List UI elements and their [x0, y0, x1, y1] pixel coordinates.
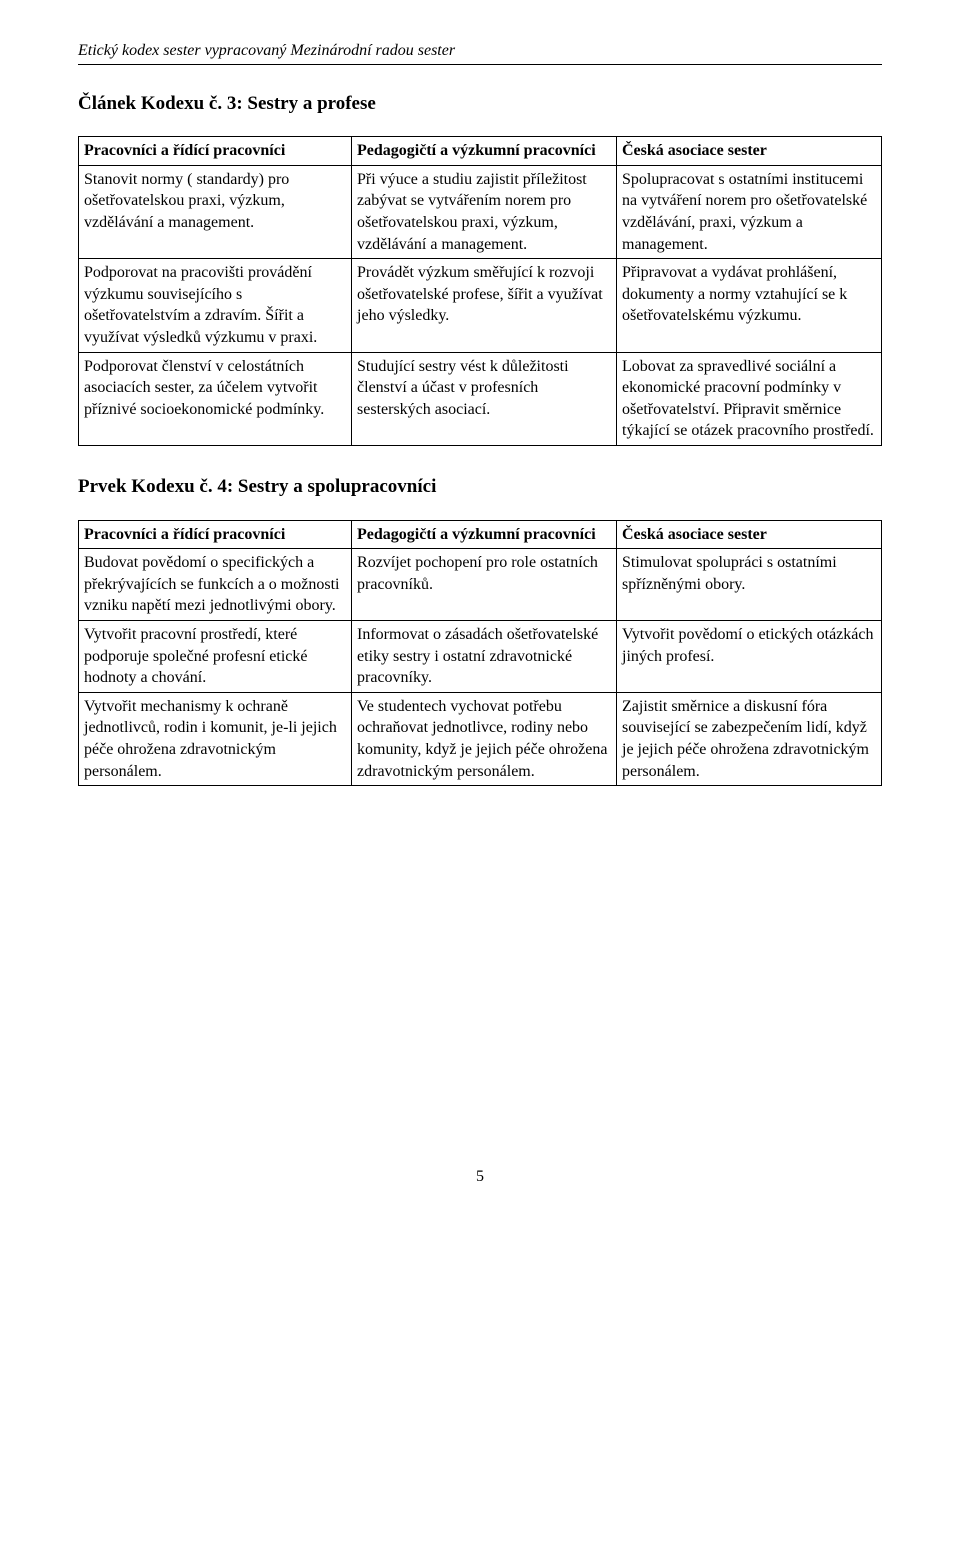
table-header: Pracovníci a řídící pracovníci	[79, 520, 352, 549]
section4-title: Prvek Kodexu č. 4: Sestry a spolupracovn…	[78, 474, 882, 500]
table-header: Pedagogičtí a výzkumní pracovníci	[352, 137, 617, 166]
document-header: Etický kodex sester vypracovaný Mezináro…	[78, 40, 882, 65]
table-cell: Vytvořit mechanismy k ochraně jednotlivc…	[79, 692, 352, 785]
table-cell: Vytvořit pracovní prostředí, které podpo…	[79, 620, 352, 692]
table-row: Podporovat na pracovišti provádění výzku…	[79, 259, 882, 352]
table-header: Pracovníci a řídící pracovníci	[79, 137, 352, 166]
table-cell: Stanovit normy ( standardy) pro ošetřova…	[79, 165, 352, 258]
table-header: Česká asociace sester	[617, 520, 882, 549]
table-row: Podporovat členství v celostátních asoci…	[79, 352, 882, 445]
section4-table: Pracovníci a řídící pracovníci Pedagogič…	[78, 520, 882, 787]
table-cell: Podporovat členství v celostátních asoci…	[79, 352, 352, 445]
table-cell: Informovat o zásadách ošetřovatelské eti…	[352, 620, 617, 692]
table-cell: Rozvíjet pochopení pro role ostatních pr…	[352, 549, 617, 621]
table-cell: Budovat povědomí o specifických a překrý…	[79, 549, 352, 621]
section3-title: Článek Kodexu č. 3: Sestry a profese	[78, 91, 882, 117]
table-cell: Při výuce a studiu zajistit příležitost …	[352, 165, 617, 258]
table-row: Budovat povědomí o specifických a překrý…	[79, 549, 882, 621]
table-row: Stanovit normy ( standardy) pro ošetřova…	[79, 165, 882, 258]
table-cell: Studující sestry vést k důležitosti člen…	[352, 352, 617, 445]
table-cell: Vytvořit povědomí o etických otázkách ji…	[617, 620, 882, 692]
table-row: Vytvořit mechanismy k ochraně jednotlivc…	[79, 692, 882, 785]
table-header: Pedagogičtí a výzkumní pracovníci	[352, 520, 617, 549]
table-header-row: Pracovníci a řídící pracovníci Pedagogič…	[79, 520, 882, 549]
page-number: 5	[78, 1166, 882, 1188]
table-cell: Zajistit směrnice a diskusní fóra souvis…	[617, 692, 882, 785]
table-cell: Stimulovat spolupráci s ostatními spřízn…	[617, 549, 882, 621]
table-cell: Provádět výzkum směřující k rozvoji ošet…	[352, 259, 617, 352]
table-cell: Spolupracovat s ostatními institucemi na…	[617, 165, 882, 258]
table-cell: Připravovat a vydávat prohlášení, dokume…	[617, 259, 882, 352]
section3-table: Pracovníci a řídící pracovníci Pedagogič…	[78, 136, 882, 446]
table-header-row: Pracovníci a řídící pracovníci Pedagogič…	[79, 137, 882, 166]
table-cell: Lobovat za spravedlivé sociální a ekonom…	[617, 352, 882, 445]
table-row: Vytvořit pracovní prostředí, které podpo…	[79, 620, 882, 692]
table-cell: Ve studentech vychovat potřebu ochraňova…	[352, 692, 617, 785]
table-cell: Podporovat na pracovišti provádění výzku…	[79, 259, 352, 352]
table-header: Česká asociace sester	[617, 137, 882, 166]
